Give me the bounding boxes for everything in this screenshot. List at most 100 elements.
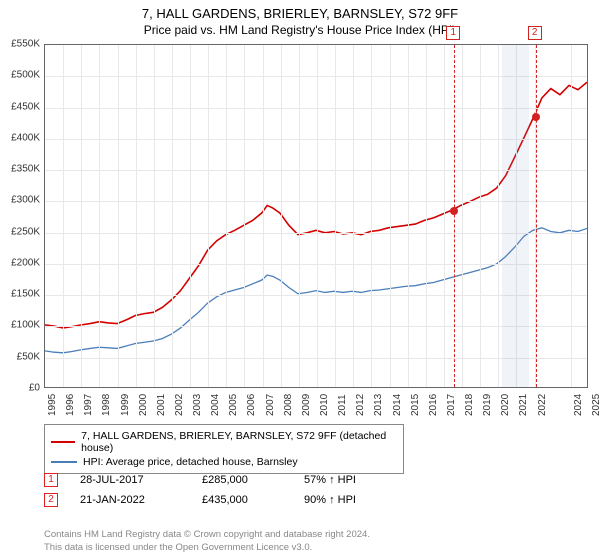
legend-row: HPI: Average price, detached house, Barn… — [51, 455, 397, 469]
transaction-date: 28-JUL-2017 — [80, 474, 180, 486]
gridline-v — [172, 45, 173, 387]
gridline-v — [462, 45, 463, 387]
gridline-v — [371, 45, 372, 387]
x-tick-label: 2022 — [537, 394, 548, 416]
gridline-v — [408, 45, 409, 387]
x-tick-label: 2000 — [138, 394, 149, 416]
y-tick-label: £200K — [11, 257, 40, 268]
gridline-v — [118, 45, 119, 387]
x-tick-label: 2011 — [337, 394, 348, 416]
transaction-date: 21-JAN-2022 — [80, 494, 180, 506]
transaction-marker: 2 — [44, 493, 58, 507]
x-tick-label: 1998 — [101, 394, 112, 416]
x-tick-label: 2007 — [265, 394, 276, 416]
footer-line-2: This data is licensed under the Open Gov… — [44, 542, 370, 554]
y-tick-label: £550K — [11, 39, 40, 50]
gridline-v — [426, 45, 427, 387]
x-tick-label: 2017 — [446, 394, 457, 416]
x-tick-label: 2025 — [591, 394, 600, 416]
transaction-price: £285,000 — [202, 474, 282, 486]
transaction-marker: 1 — [44, 473, 58, 487]
event-line — [454, 45, 455, 387]
x-tick-label: 2019 — [482, 394, 493, 416]
gridline-v — [208, 45, 209, 387]
footer-line-1: Contains HM Land Registry data © Crown c… — [44, 529, 370, 541]
gridline-v — [571, 45, 572, 387]
legend-label: HPI: Average price, detached house, Barn… — [83, 456, 298, 468]
x-tick-label: 1997 — [83, 394, 94, 416]
gridline-v — [317, 45, 318, 387]
gridline-v — [190, 45, 191, 387]
gridline-v — [136, 45, 137, 387]
transaction-ratio: 57% ↑ HPI — [304, 474, 404, 486]
x-tick-label: 2008 — [283, 394, 294, 416]
gridline-v — [498, 45, 499, 387]
transaction-price: £435,000 — [202, 494, 282, 506]
gridline-v — [281, 45, 282, 387]
price-marker-dot — [450, 207, 458, 215]
x-tick-label: 2020 — [500, 394, 511, 416]
y-tick-label: £450K — [11, 101, 40, 112]
gridline-v — [353, 45, 354, 387]
x-tick-label: 2014 — [392, 394, 403, 416]
chart-title: 7, HALL GARDENS, BRIERLEY, BARNSLEY, S72… — [0, 0, 600, 21]
x-tick-label: 2009 — [301, 394, 312, 416]
gridline-v — [299, 45, 300, 387]
gridline-v — [81, 45, 82, 387]
legend-swatch — [51, 461, 77, 463]
transaction-ratio: 90% ↑ HPI — [304, 494, 404, 506]
price-marker-dot — [532, 113, 540, 121]
x-tick-label: 1995 — [47, 394, 58, 416]
x-tick-label: 2024 — [573, 394, 584, 416]
legend: 7, HALL GARDENS, BRIERLEY, BARNSLEY, S72… — [44, 424, 404, 474]
transaction-row: 2 21-JAN-2022 £435,000 90% ↑ HPI — [44, 490, 404, 510]
x-tick-label: 2015 — [410, 394, 421, 416]
gridline-v — [390, 45, 391, 387]
x-tick-label: 2012 — [355, 394, 366, 416]
shaded-band — [502, 45, 529, 387]
gridline-v — [154, 45, 155, 387]
transaction-row: 1 28-JUL-2017 £285,000 57% ↑ HPI — [44, 470, 404, 490]
y-tick-label: £150K — [11, 289, 40, 300]
transaction-table: 1 28-JUL-2017 £285,000 57% ↑ HPI 2 21-JAN-202… — [44, 470, 404, 510]
event-marker-box: 1 — [446, 26, 460, 40]
chart-subtitle: Price paid vs. HM Land Registry's House … — [0, 21, 600, 41]
gridline-v — [226, 45, 227, 387]
legend-label: 7, HALL GARDENS, BRIERLEY, BARNSLEY, S72… — [81, 430, 397, 454]
x-tick-label: 2003 — [192, 394, 203, 416]
event-marker-box: 2 — [528, 26, 542, 40]
gridline-v — [480, 45, 481, 387]
gridline-v — [444, 45, 445, 387]
gridline-v — [335, 45, 336, 387]
x-tick-label: 2013 — [373, 394, 384, 416]
gridline-v — [99, 45, 100, 387]
x-tick-label: 2016 — [428, 394, 439, 416]
x-tick-label: 2004 — [210, 394, 221, 416]
x-tick-label: 1999 — [120, 394, 131, 416]
y-tick-label: £250K — [11, 226, 40, 237]
y-tick-label: £100K — [11, 320, 40, 331]
x-tick-label: 2002 — [174, 394, 185, 416]
plot-area — [44, 44, 588, 388]
y-tick-label: £350K — [11, 164, 40, 175]
x-tick-label: 2001 — [156, 394, 167, 416]
y-tick-label: £300K — [11, 195, 40, 206]
legend-swatch — [51, 441, 75, 443]
gridline-v — [263, 45, 264, 387]
y-tick-label: £500K — [11, 70, 40, 81]
y-tick-label: £50K — [17, 351, 40, 362]
event-line — [536, 45, 537, 387]
footer-attribution: Contains HM Land Registry data © Crown c… — [44, 529, 370, 554]
y-tick-label: £0 — [29, 383, 40, 394]
x-tick-label: 2018 — [464, 394, 475, 416]
x-tick-label: 2021 — [518, 394, 529, 416]
y-tick-label: £400K — [11, 132, 40, 143]
legend-row: 7, HALL GARDENS, BRIERLEY, BARNSLEY, S72… — [51, 429, 397, 455]
x-tick-label: 2005 — [228, 394, 239, 416]
x-tick-label: 2010 — [319, 394, 330, 416]
gridline-v — [63, 45, 64, 387]
x-tick-label: 1996 — [65, 394, 76, 416]
x-tick-label: 2006 — [246, 394, 257, 416]
gridline-v — [244, 45, 245, 387]
chart-container: 7, HALL GARDENS, BRIERLEY, BARNSLEY, S72… — [0, 0, 600, 560]
